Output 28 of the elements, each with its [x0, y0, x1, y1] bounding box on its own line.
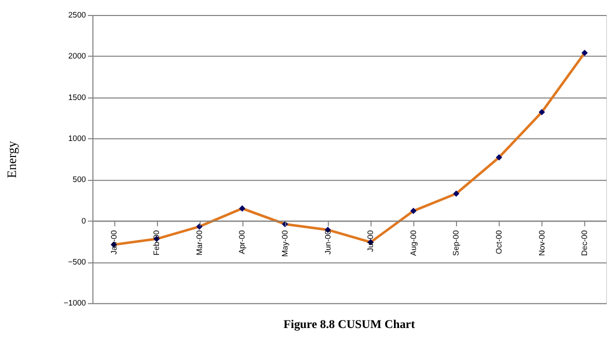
y-axis-title: Energy	[4, 140, 19, 178]
x-tick-label: Jan-00	[109, 230, 118, 255]
y-tick-label: 500	[72, 175, 87, 184]
y-tick-label: 1500	[68, 92, 87, 102]
point	[410, 208, 417, 214]
point	[496, 154, 502, 161]
x-tick-label: Nov-00	[537, 230, 546, 256]
point	[581, 50, 588, 56]
x-tick-label: Jun-00	[323, 230, 332, 255]
x-tick-label: Jul-00	[366, 230, 376, 252]
x-tick-label: Apr-00	[238, 230, 247, 254]
x-tick-label: Feb-00	[152, 230, 162, 256]
y-tick-label: 0	[82, 216, 87, 226]
y-tick-label: −500	[68, 257, 87, 266]
y-tick-label: 1000	[68, 134, 87, 143]
point	[239, 205, 246, 212]
x-tick-label: Sep-00	[452, 230, 461, 256]
y-tick-label: 2000	[68, 52, 87, 61]
point	[538, 108, 545, 116]
y-tick-label: −1000	[64, 298, 87, 308]
x-tick-label: May-00	[280, 230, 290, 257]
x-tick-label: Dec-00	[580, 230, 590, 256]
x-tick-label: Aug-00	[408, 230, 418, 256]
x-tick-label: Mar-00	[194, 230, 204, 256]
text: Figure 8.8 CUSUM Chart	[284, 316, 415, 331]
x-tick-label: Oct-00	[494, 230, 504, 254]
point	[453, 190, 460, 197]
y-tick-label: 2500	[68, 10, 87, 20]
